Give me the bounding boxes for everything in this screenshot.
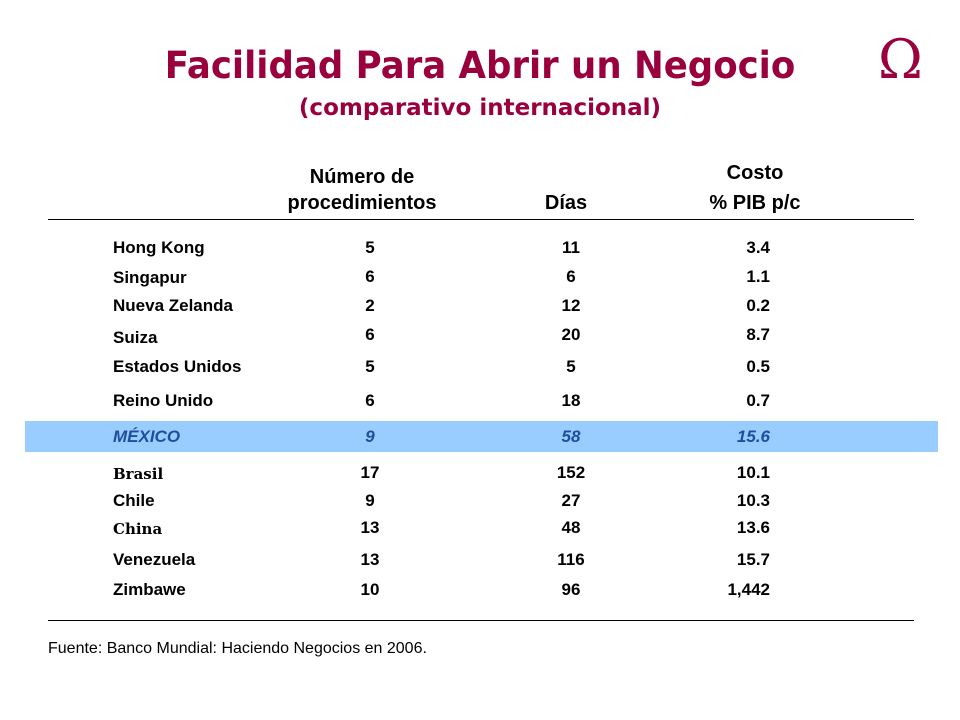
row-costo-value: 1.1: [746, 267, 770, 286]
row-country-label: Estados Unidos: [113, 357, 242, 376]
row-costo-value: 15.7: [736, 550, 770, 569]
page-subtitle: (comparativo internacional): [298, 95, 662, 121]
row-dias-value: 12: [561, 296, 581, 315]
row-procedimientos-value: 9: [365, 491, 375, 510]
row-procedimientos-value: 2: [365, 296, 375, 315]
header-dias: Días: [544, 192, 588, 214]
row-dias-value: 6: [566, 267, 576, 286]
source-note: Fuente: Banco Mundial: Haciendo Negocios…: [48, 640, 427, 657]
row-country-label: Hong Kong: [113, 238, 205, 257]
footer-divider: [48, 620, 914, 621]
header-procedimientos-line2: procedimientos: [287, 192, 437, 214]
mexico-highlight-row: [25, 421, 938, 452]
row-procedimientos-value: 9: [365, 427, 375, 446]
row-procedimientos-value: 13: [360, 518, 380, 537]
row-dias-value: 27: [561, 491, 581, 510]
row-country-label: MÉXICO: [113, 427, 181, 446]
row-country-label: Chile: [113, 491, 155, 510]
row-country-label: Zimbawe: [113, 580, 186, 599]
row-country-label: Reino Unido: [113, 391, 214, 410]
row-costo-value: 15.6: [736, 427, 770, 446]
header-procedimientos-line1: Número de: [309, 166, 415, 188]
row-costo-value: 0.5: [746, 357, 770, 376]
row-costo-value: 0.2: [746, 296, 770, 315]
row-costo-value: 10.3: [736, 491, 770, 510]
row-costo-value: 1,442: [727, 580, 770, 599]
row-dias-value: 11: [562, 238, 580, 257]
row-costo-value: 3.4: [746, 238, 770, 257]
row-country-label: Suiza: [113, 328, 158, 347]
row-country-label: Brasil: [113, 465, 164, 483]
row-dias-value: 96: [561, 580, 581, 599]
row-costo-value: 10.1: [736, 463, 770, 482]
row-dias-value: 20: [561, 325, 581, 344]
row-country-label: Singapur: [113, 268, 187, 287]
row-procedimientos-value: 5: [365, 357, 375, 376]
row-procedimientos-value: 6: [365, 267, 375, 286]
page-title: Facilidad Para Abrir un Negocio: [164, 44, 796, 87]
row-dias-value: 48: [561, 518, 581, 537]
row-procedimientos-value: 10: [360, 580, 380, 599]
row-costo-value: 13.6: [736, 518, 770, 537]
row-procedimientos-value: 6: [365, 325, 375, 344]
header-costo-line1: Costo: [726, 162, 784, 184]
row-country-label: Nueva Zelanda: [113, 296, 233, 315]
row-procedimientos-value: 13: [360, 550, 380, 569]
omega-logo-icon: Ω: [878, 28, 923, 91]
row-procedimientos-value: 6: [365, 391, 375, 410]
row-dias-value: 152: [556, 463, 586, 482]
row-costo-value: 0.7: [746, 391, 770, 410]
row-country-label: Venezuela: [113, 550, 196, 569]
row-procedimientos-value: 5: [365, 238, 375, 257]
row-dias-value: 116: [557, 550, 585, 569]
row-procedimientos-value: 17: [360, 463, 380, 482]
header-divider: [48, 219, 914, 220]
row-dias-value: 18: [561, 391, 581, 410]
row-costo-value: 8.7: [746, 325, 770, 344]
header-costo-line2: % PIB p/c: [709, 192, 801, 214]
row-dias-value: 58: [561, 427, 581, 446]
row-country-label: China: [113, 520, 163, 538]
row-dias-value: 5: [566, 357, 576, 376]
